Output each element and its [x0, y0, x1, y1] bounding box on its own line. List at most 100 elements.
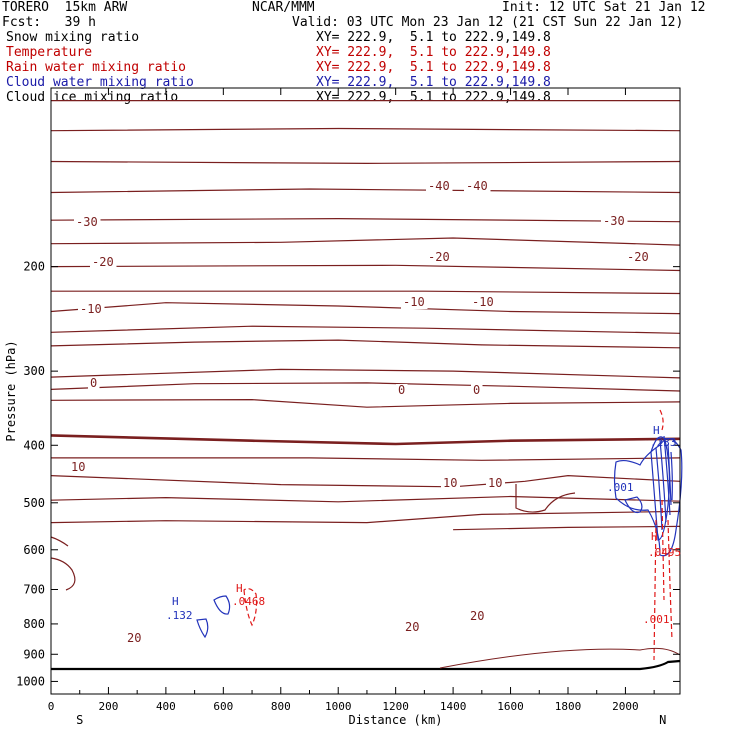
- temperature-label-11: 0: [398, 383, 405, 397]
- org-label: NCAR/MMM: [252, 0, 315, 15]
- y-tick-label-3: 500: [23, 496, 45, 510]
- temp-label-bg-0: [426, 180, 453, 193]
- x-tick-label-3: 600: [213, 700, 233, 713]
- x-tick-label-9: 1800: [555, 700, 582, 713]
- x-tick-label-1: 200: [99, 700, 119, 713]
- temp-label-bg-7: [78, 303, 105, 316]
- temperature-contour-13: [50, 398, 681, 408]
- rain-water-contour-1: [653, 409, 673, 661]
- y-tick-label-5: 700: [23, 583, 45, 597]
- rain-water-contour-0: [243, 588, 258, 627]
- temperature-contour-11: [50, 368, 681, 379]
- x-tick-label-5: 1000: [325, 700, 352, 713]
- temp-label-bg-1: [464, 180, 491, 193]
- ground-surface-line: [51, 659, 681, 671]
- temperature-contour-1: [50, 127, 681, 132]
- temperature-contour-lowest: [439, 647, 681, 669]
- legend-rain-xy: XY= 222.9, 5.1 to 222.9,149.8: [316, 60, 551, 75]
- temperature-contour-18: [50, 510, 681, 524]
- temp-label-bg-16: [125, 632, 144, 645]
- x-tick-label-6: 1200: [382, 700, 409, 713]
- temperature-contour-10: [50, 339, 681, 349]
- temperature-contour-7: [51, 290, 681, 295]
- temp-label-bg-11: [396, 384, 408, 397]
- temp-label-bg-10: [88, 377, 100, 390]
- temperature-contour-17: [50, 495, 681, 503]
- legend-rain-label: Rain water mixing ratio: [6, 60, 187, 75]
- x-start-direction: S: [76, 713, 83, 727]
- cloud-water-contour-5: [655, 435, 673, 531]
- temperature-contour-16: [50, 474, 681, 488]
- cloud-max-value-2: .001: [607, 481, 634, 494]
- temperature-contour-4: [50, 217, 681, 223]
- temp-label-bg-6: [625, 251, 652, 264]
- cloud-water-contour-0: [196, 618, 209, 639]
- temp-label-bg-12: [471, 384, 483, 397]
- temperature-contour-bump-a: [50, 557, 76, 591]
- legend-cloud-water-label: Cloud water mixing ratio: [6, 75, 194, 90]
- x-tick-label-2: 400: [156, 700, 176, 713]
- temp-label-bg-5: [426, 251, 453, 264]
- temperature-label-3: -30: [603, 214, 625, 228]
- y-axis-title: Pressure (hPa): [4, 340, 18, 441]
- rain-max-value-2: .001: [643, 613, 670, 626]
- temperature-label-5: -20: [428, 250, 450, 264]
- temperature-contour-6: [50, 264, 681, 272]
- temperature-label-9: -10: [472, 295, 494, 309]
- temperature-label-12: 0: [473, 383, 480, 397]
- y-tick-label-0: 200: [23, 260, 45, 274]
- x-tick-label-7: 1400: [440, 700, 467, 713]
- rain-max-value-0: .0468: [232, 595, 265, 608]
- y-tick-label-4: 600: [23, 543, 45, 557]
- temperature-label-10: 0: [90, 376, 97, 390]
- model-title: TORERO 15km ARW: [2, 0, 128, 15]
- x-tick-label-10: 2000: [612, 700, 639, 713]
- y-tick-label-2: 400: [23, 438, 45, 452]
- temperature-contour-14: [50, 434, 681, 446]
- temperature-label-8: -10: [403, 295, 425, 309]
- y-tick-label-1: 300: [23, 364, 45, 378]
- temp-label-bg-18: [468, 610, 487, 623]
- temperature-label-2: -30: [76, 215, 98, 229]
- temperature-label-6: -20: [627, 250, 649, 264]
- temperature-label-0: -40: [428, 179, 450, 193]
- plot-frame: [50, 87, 681, 695]
- y-tick-label-6: 800: [23, 617, 45, 631]
- init-time: Init: 12 UTC Sat 21 Jan 12: [502, 0, 706, 15]
- temp-label-bg-8: [401, 296, 428, 309]
- cloud-max-mark-1: H: [653, 424, 660, 437]
- temp-label-bg-15: [486, 477, 505, 490]
- temperature-contour-8: [50, 302, 681, 315]
- temperature-label-18: 20: [470, 609, 484, 623]
- temperature-label-14: 10: [443, 476, 457, 490]
- temperature-contour-9: [50, 325, 681, 334]
- temp-label-bg-9: [470, 296, 497, 309]
- temperature-contour-bump-c: [515, 484, 576, 513]
- temperature-contour-15: [51, 457, 681, 461]
- temp-label-bg-14: [441, 477, 460, 490]
- x-tick-label-8: 1600: [497, 700, 524, 713]
- forecast-hour: Fcst: 39 h: [2, 15, 96, 30]
- x-end-direction: N: [659, 713, 666, 727]
- temperature-label-17: 20: [405, 620, 419, 634]
- legend-snow-label: Snow mixing ratio: [6, 30, 140, 45]
- rain-max-mark-1: H: [651, 530, 658, 543]
- legend-snow-xy: XY= 222.9, 5.1 to 222.9,149.8: [316, 30, 551, 45]
- temp-label-bg-13: [69, 461, 88, 474]
- valid-time: Valid: 03 UTC Mon 23 Jan 12 (21 CST Sun …: [292, 15, 684, 30]
- x-tick-label-0: 0: [48, 700, 55, 713]
- cloud-water-contour-2: [613, 438, 683, 557]
- cloud-max-value-1: .233: [650, 436, 677, 449]
- temperature-label-1: -40: [466, 179, 488, 193]
- cloud-water-contour-4: [650, 436, 671, 541]
- temp-label-bg-4: [90, 256, 117, 269]
- y-tick-label-8: 1000: [16, 674, 45, 688]
- temperature-contour-bump-b: [50, 536, 69, 547]
- temperature-label-16: 20: [127, 631, 141, 645]
- temp-label-bg-3: [601, 215, 628, 228]
- x-tick-label-4: 800: [271, 700, 291, 713]
- temperature-label-7: -10: [80, 302, 102, 316]
- y-tick-label-7: 900: [23, 647, 45, 661]
- temp-label-bg-2: [74, 216, 101, 229]
